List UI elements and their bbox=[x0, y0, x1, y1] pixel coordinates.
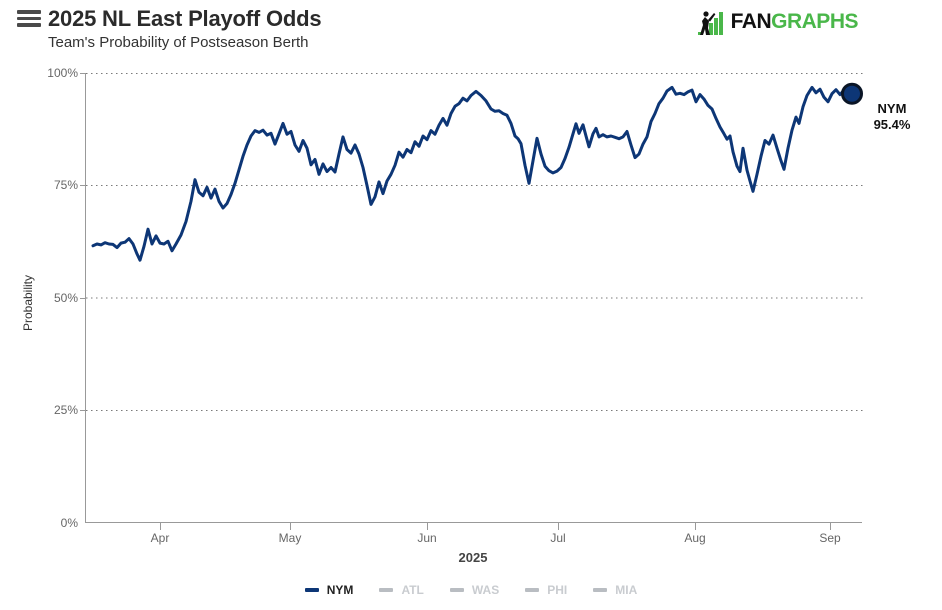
y-tick-label-25: 25% bbox=[53, 403, 78, 417]
x-tick-label-apr: Apr bbox=[150, 531, 170, 545]
x-tick-label-jul: Jul bbox=[550, 531, 566, 545]
x-tick-mark bbox=[558, 523, 559, 530]
x-tick-mark bbox=[160, 523, 161, 530]
x-tick-label-aug: Aug bbox=[684, 531, 706, 545]
y-tick-mark bbox=[80, 185, 85, 186]
x-tick-mark bbox=[830, 523, 831, 530]
y-tick-label-75: 75% bbox=[53, 178, 78, 192]
y-tick-mark bbox=[80, 410, 85, 411]
legend-swatch-was bbox=[449, 588, 464, 592]
fangraphs-batter-icon bbox=[697, 10, 723, 35]
legend-swatch-mia bbox=[593, 588, 608, 592]
legend-item-phi[interactable]: PHI bbox=[525, 583, 567, 597]
legend-label-was: WAS bbox=[471, 583, 500, 597]
hamburger-bar bbox=[17, 23, 41, 27]
legend-item-nym[interactable]: NYM bbox=[304, 583, 354, 597]
page-subtitle: Team's Probability of Postseason Berth bbox=[48, 34, 309, 51]
nym-odds-line bbox=[91, 85, 854, 262]
y-tick-label-100: 100% bbox=[47, 66, 78, 80]
y-tick-mark bbox=[80, 73, 85, 74]
legend-label-mia: MIA bbox=[615, 583, 638, 597]
fangraphs-logo[interactable]: FAN GRAPHS bbox=[697, 8, 858, 36]
hamburger-bar bbox=[17, 16, 41, 20]
logo-text-fan: FAN bbox=[730, 10, 772, 33]
x-axis-title: 2025 bbox=[458, 550, 488, 565]
legend-label-atl: ATL bbox=[401, 583, 424, 597]
odds-line-chart bbox=[86, 73, 863, 411]
logo-text-graphs: GRAPHS bbox=[771, 10, 858, 33]
legend-swatch-nym bbox=[304, 588, 319, 592]
series-end-label: NYM 95.4% bbox=[858, 101, 926, 132]
x-tick-mark bbox=[290, 523, 291, 530]
end-label-team: NYM bbox=[877, 101, 907, 116]
x-tick-label-jun: Jun bbox=[417, 531, 437, 545]
legend-label-nym: NYM bbox=[326, 583, 354, 597]
chart-plot-area bbox=[85, 73, 863, 523]
legend-label-phi: PHI bbox=[547, 583, 568, 597]
legend-swatch-atl bbox=[379, 588, 394, 592]
legend-swatch-phi bbox=[525, 588, 540, 592]
legend: NYM ATL WAS PHI MIA bbox=[0, 583, 942, 597]
x-tick-mark bbox=[695, 523, 696, 530]
y-tick-mark bbox=[80, 298, 85, 299]
end-label-value: 95.4% bbox=[873, 117, 911, 132]
y-tick-label-50: 50% bbox=[53, 291, 78, 305]
y-tick-label-0: 0% bbox=[60, 516, 78, 530]
nym-end-marker bbox=[841, 82, 863, 105]
legend-item-was[interactable]: WAS bbox=[449, 583, 500, 597]
hamburger-bar bbox=[17, 10, 41, 14]
x-tick-label-may: May bbox=[278, 531, 302, 545]
hamburger-menu-icon[interactable] bbox=[17, 10, 41, 29]
x-tick-label-sep: Sep bbox=[819, 531, 841, 545]
page-title: 2025 NL East Playoff Odds bbox=[48, 6, 322, 31]
x-tick-mark bbox=[427, 523, 428, 530]
legend-item-atl[interactable]: ATL bbox=[379, 583, 424, 597]
legend-item-mia[interactable]: MIA bbox=[593, 583, 637, 597]
